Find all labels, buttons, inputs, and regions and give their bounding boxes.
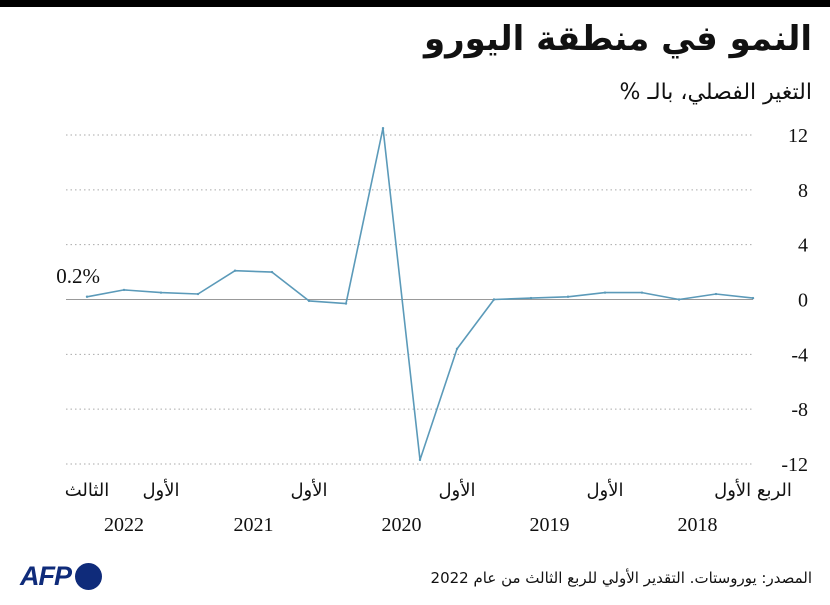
y-tick-label: -8 bbox=[791, 399, 808, 421]
data-point bbox=[270, 270, 274, 274]
y-tick-label: 8 bbox=[798, 180, 808, 202]
y-tick-label: 4 bbox=[798, 235, 808, 257]
x-year-label: 2021 bbox=[234, 514, 274, 536]
data-point bbox=[307, 299, 311, 303]
series-layer bbox=[85, 126, 755, 462]
data-point bbox=[603, 291, 607, 294]
y-tick-label: 0 bbox=[798, 290, 808, 312]
afp-logo-dot bbox=[75, 562, 102, 590]
data-point bbox=[566, 295, 570, 298]
source-note: المصدر: يوروستات. التقدير الأولي للربع ا… bbox=[430, 569, 812, 587]
x-quarter-label: الثالث bbox=[65, 480, 110, 501]
top-bar bbox=[0, 0, 830, 7]
y-tick-label: -4 bbox=[791, 344, 808, 366]
x-quarter-label: الأول bbox=[586, 479, 623, 501]
x-quarter-label: الأول bbox=[438, 479, 475, 501]
data-point bbox=[714, 292, 718, 296]
x-axis-labels: الربع الأول الأول الأول الأول الأول الثالث 201… bbox=[65, 479, 792, 536]
chart-subtitle: التغير الفصلي، بالـ % bbox=[619, 80, 812, 105]
data-point bbox=[381, 126, 385, 130]
data-point bbox=[677, 298, 681, 301]
afp-logo: AFP bbox=[20, 560, 102, 592]
data-point bbox=[196, 292, 200, 296]
y-tick-label: 12 bbox=[788, 125, 808, 147]
data-point bbox=[640, 291, 644, 294]
x-year-label: 2020 bbox=[382, 514, 422, 536]
x-quarter-label: الأول bbox=[290, 479, 327, 501]
data-point bbox=[455, 347, 459, 351]
data-point bbox=[344, 302, 348, 305]
x-year-label: 2022 bbox=[104, 514, 144, 536]
afp-logo-text: AFP bbox=[20, 561, 72, 591]
x-quarter-label: الأول bbox=[142, 479, 179, 501]
chart-title: النمو في منطقة اليورو bbox=[423, 19, 812, 59]
data-point bbox=[122, 288, 126, 292]
data-point bbox=[159, 291, 163, 294]
data-point bbox=[492, 298, 496, 301]
data-point bbox=[751, 296, 755, 300]
last-value-annotation: 0.2% bbox=[56, 264, 100, 288]
series-line bbox=[86, 127, 754, 461]
annotations: 0.2% bbox=[56, 264, 100, 288]
grid-lines bbox=[66, 134, 753, 465]
data-point bbox=[233, 269, 237, 272]
y-axis-ticks: 12 8 4 0 -4 -8 -12 bbox=[781, 125, 808, 476]
y-tick-label: -12 bbox=[781, 454, 808, 476]
x-year-label: 2019 bbox=[530, 514, 570, 536]
data-point bbox=[85, 295, 89, 298]
data-point bbox=[529, 296, 533, 300]
data-point bbox=[418, 458, 422, 462]
x-quarter-label: الربع الأول bbox=[714, 479, 792, 501]
x-year-label: 2018 bbox=[678, 514, 718, 536]
